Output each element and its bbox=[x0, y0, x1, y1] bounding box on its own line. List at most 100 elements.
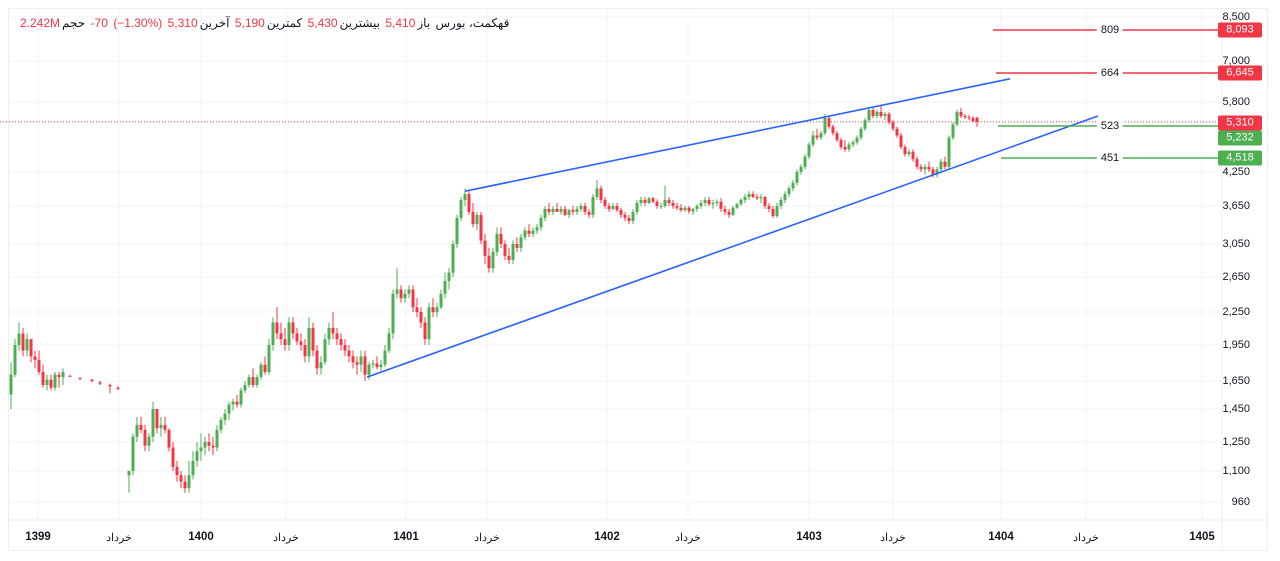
candle bbox=[711, 199, 715, 209]
candle bbox=[271, 317, 275, 351]
candle bbox=[411, 285, 415, 312]
candle bbox=[443, 272, 447, 299]
low-label: کمترین bbox=[266, 16, 303, 30]
price-tick-label: 5,800 bbox=[1222, 96, 1250, 108]
trendlines[interactable] bbox=[366, 78, 1099, 378]
candle bbox=[787, 185, 791, 198]
candle bbox=[915, 156, 919, 170]
candle bbox=[719, 198, 723, 212]
candle bbox=[167, 428, 171, 452]
candle bbox=[631, 208, 635, 225]
candle bbox=[355, 356, 359, 375]
candle bbox=[108, 383, 112, 394]
candle bbox=[639, 197, 643, 206]
ohlc-legend: قهکمت، بورس باز5,410 بیشترین5,430 کمترین… bbox=[18, 16, 509, 30]
time-tick-label: 1404 bbox=[988, 531, 1014, 543]
candle bbox=[116, 386, 120, 391]
candle bbox=[847, 142, 851, 152]
horizontal-levels[interactable] bbox=[993, 29, 1222, 159]
candle bbox=[375, 356, 379, 370]
candle bbox=[739, 198, 743, 206]
candle bbox=[191, 451, 195, 480]
candle bbox=[535, 224, 539, 234]
candle bbox=[279, 322, 283, 345]
candle bbox=[695, 204, 699, 212]
candle bbox=[511, 240, 515, 265]
candle bbox=[819, 130, 823, 140]
time-tick-label: 1400 bbox=[188, 531, 214, 543]
candle bbox=[335, 327, 339, 345]
upper-channel-trendline[interactable] bbox=[464, 78, 1011, 192]
candle bbox=[839, 137, 843, 150]
candle bbox=[735, 202, 739, 209]
high-label: بیشترین bbox=[339, 16, 380, 30]
candle bbox=[331, 312, 335, 340]
candle bbox=[139, 416, 143, 434]
candle bbox=[379, 359, 383, 371]
candle bbox=[691, 207, 695, 215]
price-tick-label: 1,650 bbox=[1222, 375, 1250, 387]
candle bbox=[459, 197, 463, 222]
candle bbox=[815, 128, 819, 140]
price-tick-label: 3,650 bbox=[1222, 200, 1250, 212]
lower-channel-trendline[interactable] bbox=[366, 115, 1099, 378]
candle bbox=[503, 240, 507, 260]
candle bbox=[499, 227, 503, 248]
candle bbox=[747, 191, 751, 200]
candle bbox=[583, 202, 587, 215]
candle bbox=[143, 424, 147, 452]
candle bbox=[211, 436, 215, 456]
candle bbox=[851, 139, 855, 147]
level-label: 809 bbox=[1096, 24, 1124, 36]
candle bbox=[599, 185, 603, 203]
candle bbox=[635, 199, 639, 215]
candle bbox=[323, 333, 327, 365]
candle bbox=[963, 113, 967, 119]
candle bbox=[811, 130, 815, 147]
candle bbox=[955, 109, 959, 127]
candle bbox=[435, 302, 439, 318]
candle bbox=[871, 107, 875, 119]
candle bbox=[687, 206, 691, 214]
time-tick-label: 1402 bbox=[594, 531, 620, 543]
candle bbox=[291, 317, 295, 340]
price-tick-label: 8,500 bbox=[1222, 11, 1250, 23]
candle bbox=[667, 197, 671, 206]
candle bbox=[563, 206, 567, 217]
time-tick-label: 1401 bbox=[393, 531, 419, 543]
candle bbox=[359, 350, 363, 373]
candle bbox=[13, 339, 17, 378]
candle bbox=[495, 227, 499, 256]
candle bbox=[783, 191, 787, 203]
candle bbox=[491, 247, 495, 273]
candle bbox=[767, 202, 771, 212]
candle bbox=[147, 433, 151, 452]
candle bbox=[415, 298, 419, 318]
candle bbox=[419, 307, 423, 328]
candle bbox=[795, 169, 799, 186]
candle bbox=[603, 197, 607, 209]
candle bbox=[78, 377, 82, 380]
candle bbox=[203, 436, 207, 456]
candle bbox=[371, 359, 375, 369]
candle bbox=[807, 142, 811, 160]
candle bbox=[407, 285, 411, 299]
candle bbox=[179, 471, 183, 489]
candle bbox=[771, 206, 775, 218]
volume-label: حجم bbox=[62, 16, 86, 30]
candle bbox=[975, 116, 979, 128]
candle bbox=[827, 116, 831, 129]
candle bbox=[607, 202, 611, 212]
candle bbox=[319, 356, 323, 375]
candle bbox=[363, 350, 367, 381]
candle bbox=[515, 237, 519, 252]
price-badge: 4,518 bbox=[1218, 150, 1262, 166]
candle bbox=[899, 133, 903, 150]
candle bbox=[751, 191, 755, 199]
candle bbox=[943, 156, 947, 170]
time-tick-label: خرداد bbox=[106, 532, 132, 544]
candle bbox=[451, 240, 455, 277]
candle bbox=[163, 416, 167, 434]
candle bbox=[967, 114, 971, 121]
